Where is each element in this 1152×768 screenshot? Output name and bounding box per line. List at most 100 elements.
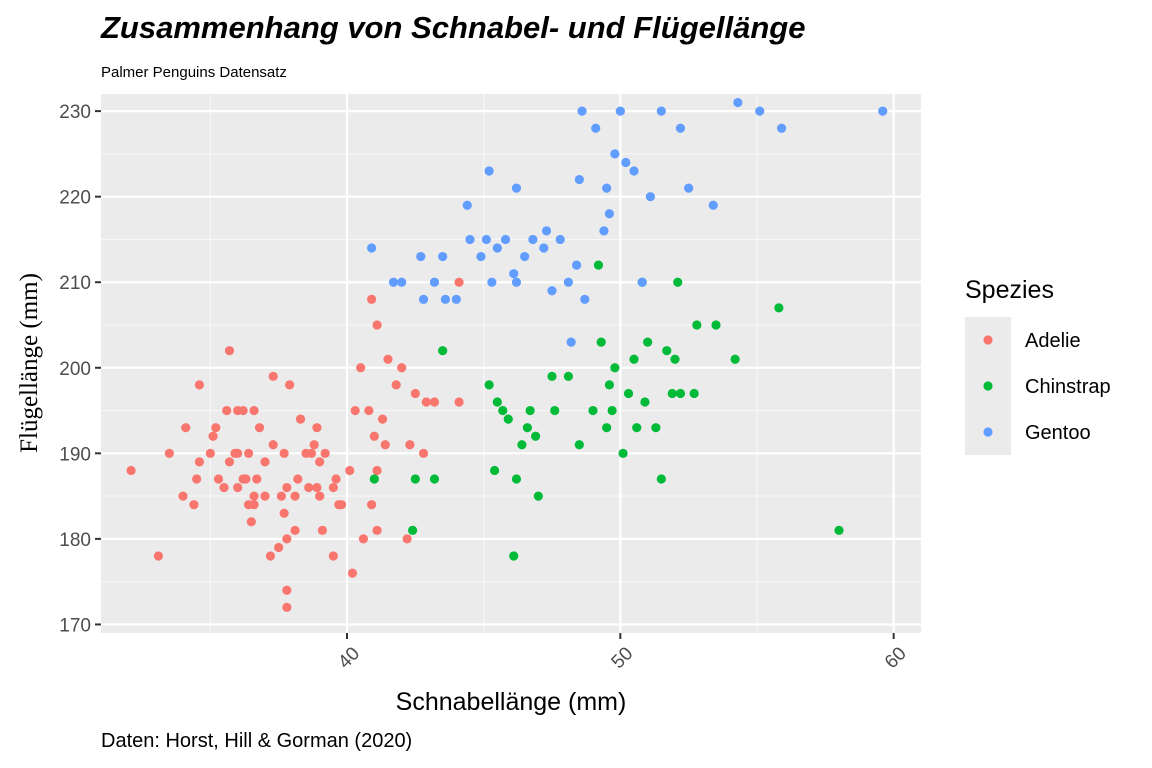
- point-adelie: [241, 474, 251, 484]
- chart-title: Zusammenhang von Schnabel- und Flügellän…: [101, 10, 806, 45]
- point-gentoo: [645, 192, 656, 202]
- x-axis-title: Schnabellänge (mm): [396, 688, 627, 716]
- point-gentoo: [599, 226, 609, 236]
- point-chinstrap: [670, 354, 680, 364]
- point-adelie: [331, 474, 341, 484]
- point-chinstrap: [604, 380, 615, 390]
- point-adelie: [279, 508, 289, 518]
- point-chinstrap: [632, 423, 642, 433]
- point-gentoo: [604, 209, 615, 219]
- point-gentoo: [416, 251, 426, 262]
- point-chinstrap: [588, 405, 598, 416]
- point-adelie: [233, 482, 243, 493]
- point-adelie: [282, 585, 292, 595]
- point-chinstrap: [490, 465, 500, 476]
- point-adelie: [364, 405, 374, 416]
- point-gentoo: [462, 200, 472, 210]
- y-tick-label: 200: [59, 359, 91, 380]
- point-gentoo: [777, 123, 787, 133]
- chart-caption: Daten: Horst, Hill & Gorman (2020): [101, 730, 413, 752]
- point-gentoo: [487, 277, 497, 287]
- point-gentoo: [476, 251, 486, 262]
- point-adelie: [194, 457, 204, 467]
- point-adelie: [397, 363, 407, 373]
- point-adelie: [246, 517, 256, 527]
- point-adelie: [328, 482, 338, 493]
- point-gentoo: [440, 294, 450, 304]
- point-adelie: [306, 448, 317, 458]
- point-adelie: [372, 320, 382, 330]
- point-gentoo: [637, 277, 647, 287]
- point-gentoo: [451, 294, 461, 304]
- point-adelie: [350, 405, 360, 416]
- major-gridlines: [101, 94, 921, 633]
- point-adelie: [328, 551, 338, 561]
- point-adelie: [380, 440, 390, 450]
- point-gentoo: [629, 166, 639, 176]
- point-adelie: [418, 448, 429, 458]
- point-chinstrap: [574, 440, 584, 450]
- legend-title: Spezies: [965, 276, 1054, 304]
- point-gentoo: [878, 106, 888, 116]
- point-gentoo: [397, 277, 407, 287]
- y-axis: 170 180 190 200 210 220 230: [59, 102, 101, 636]
- point-gentoo: [656, 106, 666, 116]
- point-chinstrap: [511, 474, 522, 484]
- point-adelie: [252, 474, 262, 484]
- point-gentoo: [438, 251, 448, 262]
- point-adelie: [238, 405, 248, 416]
- point-adelie: [279, 448, 289, 458]
- point-adelie: [181, 423, 191, 433]
- x-tick-label: 50: [608, 643, 638, 673]
- point-adelie: [282, 602, 292, 612]
- point-adelie: [282, 482, 292, 493]
- point-adelie: [189, 500, 199, 510]
- point-gentoo: [511, 277, 522, 287]
- point-gentoo: [610, 149, 620, 159]
- point-adelie: [358, 534, 368, 544]
- point-chinstrap: [410, 474, 420, 484]
- point-gentoo: [591, 123, 601, 133]
- point-chinstrap: [607, 405, 617, 416]
- point-chinstrap: [730, 354, 740, 364]
- point-gentoo: [563, 277, 574, 287]
- point-adelie: [260, 457, 270, 467]
- point-adelie: [224, 346, 235, 356]
- point-gentoo: [602, 183, 612, 193]
- point-adelie: [421, 397, 431, 407]
- point-chinstrap: [438, 346, 448, 356]
- point-adelie: [260, 491, 270, 501]
- point-chinstrap: [834, 525, 844, 535]
- point-adelie: [345, 465, 355, 476]
- point-chinstrap: [533, 491, 543, 501]
- point-gentoo: [367, 243, 377, 253]
- point-chinstrap: [689, 388, 699, 399]
- point-chinstrap: [517, 440, 527, 450]
- point-adelie: [249, 500, 259, 510]
- point-chinstrap: [643, 337, 653, 347]
- x-tick-label: 40: [334, 643, 364, 673]
- point-gentoo: [484, 166, 494, 176]
- point-adelie: [244, 448, 254, 458]
- point-adelie: [315, 491, 325, 501]
- chart-subtitle: Palmer Penguins Datensatz: [101, 64, 287, 81]
- point-adelie: [290, 491, 300, 501]
- point-adelie: [126, 465, 136, 476]
- point-chinstrap: [492, 397, 502, 407]
- point-adelie: [153, 551, 163, 561]
- point-chinstrap: [503, 414, 513, 424]
- point-adelie: [268, 371, 278, 381]
- point-chinstrap: [640, 397, 650, 407]
- point-gentoo: [511, 183, 522, 193]
- point-gentoo: [429, 277, 440, 287]
- point-gentoo: [572, 260, 582, 270]
- legend-label-gentoo: Gentoo: [1025, 422, 1091, 444]
- y-tick-label: 170: [59, 615, 91, 636]
- point-adelie: [295, 414, 306, 424]
- legend-label-adelie: Adelie: [1025, 330, 1081, 352]
- legend-label-chinstrap: Chinstrap: [1025, 376, 1111, 398]
- point-adelie: [315, 457, 325, 467]
- legend-key-gentoo: [983, 427, 993, 437]
- point-chinstrap: [667, 388, 677, 399]
- point-chinstrap: [602, 423, 612, 433]
